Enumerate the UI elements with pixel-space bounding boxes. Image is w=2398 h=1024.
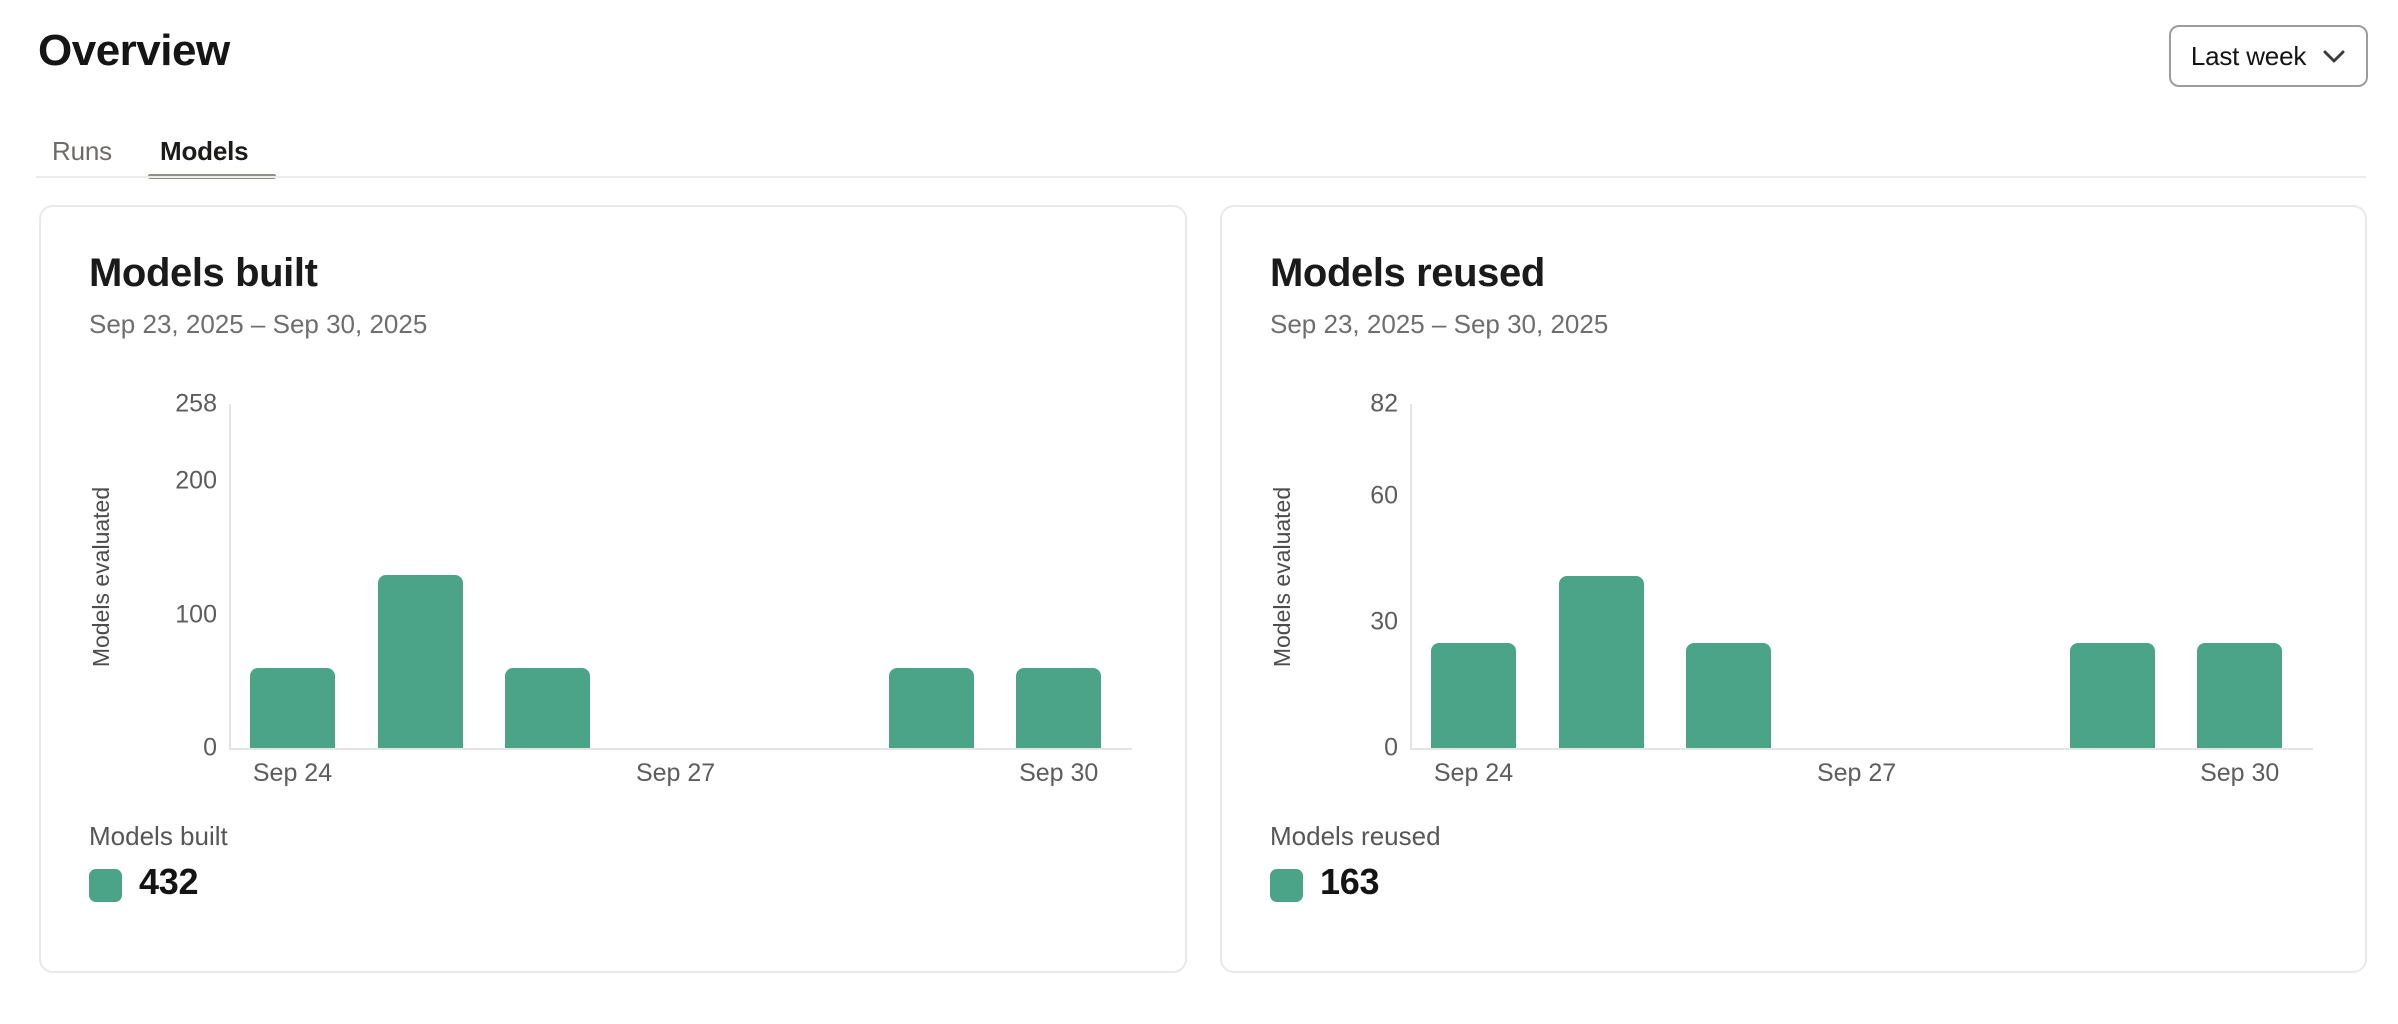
y-tick-label: 82	[1370, 389, 1398, 418]
card-title: Models built	[89, 251, 318, 295]
bar-sep-25[interactable]	[1558, 576, 1644, 748]
page-title: Overview	[38, 26, 230, 75]
legend-total-value: 163	[1320, 861, 1380, 902]
card-date-range: Sep 23, 2025 – Sep 30, 2025	[89, 309, 428, 339]
bar-sep-29[interactable]	[888, 668, 974, 748]
legend-swatch	[89, 869, 122, 902]
y-tick-label: 0	[1384, 733, 1398, 762]
legend-label: Models built	[89, 821, 228, 851]
y-tick-label: 60	[1370, 481, 1398, 510]
x-tick-label: Sep 24	[1433, 759, 1514, 787]
x-tick-label: Sep 27	[1816, 759, 1897, 787]
bar-sep-26[interactable]	[1686, 643, 1772, 748]
tab-models[interactable]: Models	[160, 136, 249, 166]
y-axis-title: Models evaluated	[88, 486, 114, 668]
x-axis-baseline	[1410, 748, 2313, 750]
y-axis-line	[1410, 404, 1412, 750]
y-axis-line	[229, 404, 231, 750]
x-tick-label: Sep 27	[635, 759, 716, 787]
date-range-select[interactable]: Last week	[2169, 25, 2368, 87]
card-date-range: Sep 23, 2025 – Sep 30, 2025	[1270, 309, 1609, 339]
x-tick-label: Sep 24	[252, 759, 333, 787]
y-tick-label: 200	[175, 466, 217, 495]
y-tick-label: 100	[175, 600, 217, 629]
y-tick-label: 258	[175, 389, 217, 418]
tabs-divider	[36, 176, 2366, 178]
tab-runs[interactable]: Runs	[52, 136, 112, 166]
chevron-down-icon	[2323, 50, 2345, 62]
bar-sep-26[interactable]	[505, 668, 591, 748]
legend-swatch	[1270, 869, 1303, 902]
bar-sep-30[interactable]	[2197, 643, 2283, 748]
models-built-card: Models built Sep 23, 2025 – Sep 30, 2025…	[39, 205, 1187, 973]
models-built-chart: 0 100 200 258 Sep 24 Sep 27 Sep 30 Models evalu…	[41, 207, 1185, 971]
x-tick-label: Sep 30	[2200, 759, 2280, 787]
date-range-label: Last week	[2190, 40, 2307, 71]
bar-sep-24[interactable]	[250, 668, 335, 748]
x-axis-baseline	[229, 748, 1132, 750]
x-tick-label: Sep 30	[1019, 759, 1099, 787]
y-tick-label: 0	[203, 733, 217, 762]
bar-sep-25[interactable]	[377, 574, 463, 748]
models-reused-chart: 0 30 60 82 Sep 24 Sep 27 Sep 30 Models evaluate…	[1222, 207, 2365, 971]
bar-sep-24[interactable]	[1431, 643, 1516, 748]
bar-sep-30[interactable]	[1016, 668, 1102, 748]
legend-label: Models reused	[1270, 821, 1441, 851]
card-title: Models reused	[1270, 251, 1545, 295]
bar-sep-29[interactable]	[2069, 643, 2155, 748]
y-axis-title: Models evaluated	[1269, 486, 1295, 668]
legend-total-value: 432	[139, 861, 199, 902]
y-tick-label: 30	[1370, 607, 1398, 636]
models-reused-card: Models reused Sep 23, 2025 – Sep 30, 202…	[1220, 205, 2367, 973]
